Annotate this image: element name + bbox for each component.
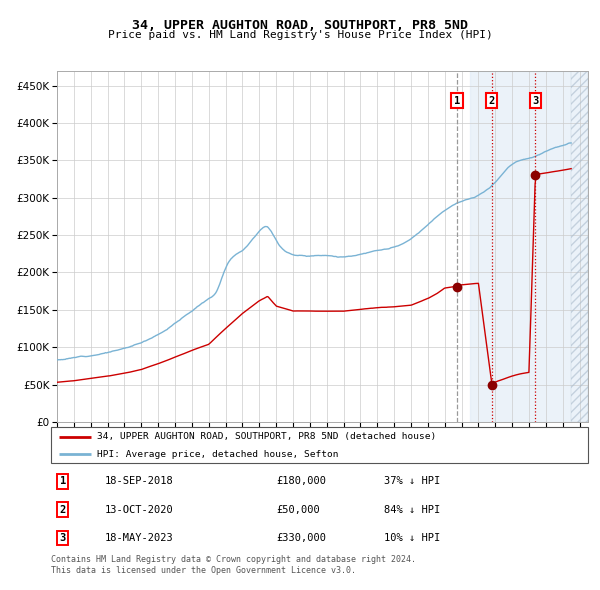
Text: 34, UPPER AUGHTON ROAD, SOUTHPORT, PR8 5ND (detached house): 34, UPPER AUGHTON ROAD, SOUTHPORT, PR8 5… — [97, 432, 436, 441]
Text: 18-SEP-2018: 18-SEP-2018 — [105, 477, 173, 487]
Text: 2: 2 — [59, 504, 66, 514]
Text: 34, UPPER AUGHTON ROAD, SOUTHPORT, PR8 5ND: 34, UPPER AUGHTON ROAD, SOUTHPORT, PR8 5… — [132, 19, 468, 32]
Text: 3: 3 — [59, 533, 66, 543]
Text: 1: 1 — [59, 477, 66, 487]
Text: 37% ↓ HPI: 37% ↓ HPI — [384, 477, 440, 487]
Text: 10% ↓ HPI: 10% ↓ HPI — [384, 533, 440, 543]
Bar — [571, 71, 588, 422]
Text: Contains HM Land Registry data © Crown copyright and database right 2024.: Contains HM Land Registry data © Crown c… — [51, 555, 416, 563]
Text: 3: 3 — [532, 96, 539, 106]
Text: £50,000: £50,000 — [277, 504, 320, 514]
Text: 84% ↓ HPI: 84% ↓ HPI — [384, 504, 440, 514]
Text: This data is licensed under the Open Government Licence v3.0.: This data is licensed under the Open Gov… — [51, 566, 356, 575]
Bar — [470, 71, 588, 422]
Text: 2: 2 — [488, 96, 495, 106]
Text: £330,000: £330,000 — [277, 533, 326, 543]
Text: 18-MAY-2023: 18-MAY-2023 — [105, 533, 173, 543]
Text: Price paid vs. HM Land Registry's House Price Index (HPI): Price paid vs. HM Land Registry's House … — [107, 30, 493, 40]
FancyBboxPatch shape — [51, 427, 588, 463]
Text: 1: 1 — [454, 96, 460, 106]
Text: £180,000: £180,000 — [277, 477, 326, 487]
Text: 13-OCT-2020: 13-OCT-2020 — [105, 504, 173, 514]
Text: HPI: Average price, detached house, Sefton: HPI: Average price, detached house, Seft… — [97, 450, 338, 458]
